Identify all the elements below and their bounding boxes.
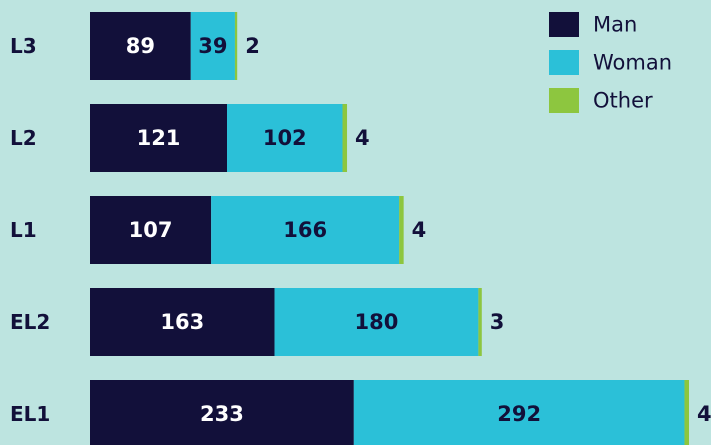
bar-segment	[90, 288, 275, 356]
value-label: 292	[497, 402, 541, 426]
category-label: L1	[10, 218, 37, 242]
value-label: 39	[198, 34, 227, 58]
bar-segment	[211, 196, 400, 264]
legend-swatch	[549, 50, 579, 75]
legend-swatch	[549, 88, 579, 113]
legend-label: Woman	[593, 51, 672, 75]
value-label: 233	[200, 402, 244, 426]
value-label: 121	[137, 126, 181, 150]
category-label: L3	[10, 34, 37, 58]
bar-segment	[234, 12, 238, 80]
category-label: EL1	[10, 402, 50, 426]
bar-segment	[227, 104, 343, 172]
value-label: 163	[160, 310, 204, 334]
bar-segment	[684, 380, 689, 445]
bar-segment	[90, 12, 191, 80]
value-label: 4	[412, 218, 427, 242]
bar-segment	[90, 380, 354, 445]
legend-swatch	[549, 12, 579, 37]
bar-segment	[399, 196, 404, 264]
bar-segment	[478, 288, 482, 356]
category-label: L2	[10, 126, 37, 150]
value-label: 180	[355, 310, 399, 334]
value-label: 4	[697, 402, 711, 426]
bar-segment	[353, 380, 685, 445]
value-label: 102	[263, 126, 307, 150]
value-label: 2	[245, 34, 260, 58]
bar-segment	[342, 104, 348, 172]
bar-segment	[90, 196, 212, 264]
value-label: 89	[126, 34, 155, 58]
value-label: 4	[355, 126, 370, 150]
legend-label: Other	[593, 89, 653, 113]
category-label: EL2	[10, 310, 50, 334]
legend-label: Man	[593, 13, 637, 37]
bar-segment	[274, 288, 479, 356]
value-label: 107	[129, 218, 173, 242]
value-label: 3	[490, 310, 505, 334]
bar-segment	[90, 104, 228, 172]
value-label: 166	[283, 218, 327, 242]
bar-segment	[190, 12, 235, 80]
